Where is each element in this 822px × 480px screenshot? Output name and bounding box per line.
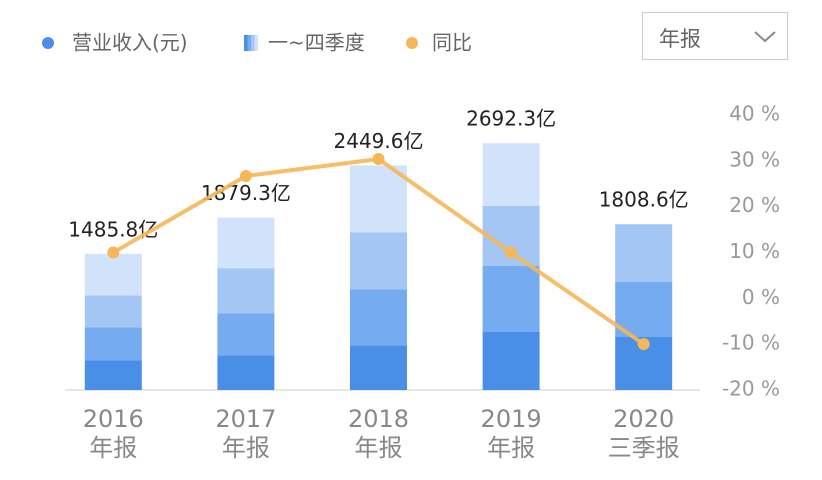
x-tick-label: 年报 [222,434,270,462]
bar-segment [615,282,673,338]
legend-label: 同比 [432,31,472,55]
y2-tick-label: 40 % [729,102,780,126]
bar-segment [217,313,275,356]
x-tick-label: 2016 [83,405,144,433]
legend-swatch [247,35,251,51]
x-tick-label: 年报 [89,434,137,462]
x-tick-label: 2019 [481,405,542,433]
line-point [107,246,120,259]
y2-tick-label: 10 % [729,239,780,263]
bar-segment [615,224,673,283]
legend-swatch [251,35,255,51]
legend-label: 一~四季度 [268,31,365,55]
y2-tick-label: 0 % [742,285,780,309]
data-label: 1485.8亿 [68,217,158,241]
legend-swatch [254,35,258,51]
data-label: 1808.6亿 [599,188,689,212]
line-point [505,246,518,259]
bar-segment [84,327,142,361]
x-tick-label: 2020 [613,405,674,433]
bar-segment [350,289,407,346]
x-tick-label: 年报 [487,434,535,462]
line-point [239,169,252,182]
bar-segment [350,232,407,290]
bar-segment [482,265,540,332]
bar-segment [84,253,142,296]
bar-segment [217,217,275,269]
bar-segment [350,345,407,390]
line-point [372,153,385,165]
data-label: 2692.3亿 [466,107,556,131]
y2-tick-label: -20 % [722,377,780,401]
legend-dot [406,37,418,49]
bar-segment [482,143,540,206]
legend-label: 营业收入(元) [72,31,188,55]
bar-segment [84,295,142,328]
line-point [637,338,650,351]
dropdown-label: 年报 [659,27,701,51]
data-label: 2449.6亿 [334,129,424,153]
x-tick-label: 年报 [355,434,403,462]
bar-segment [217,268,275,314]
x-tick-label: 三季报 [608,434,680,462]
legend-dot [42,37,54,49]
bar-segment [84,360,142,390]
y2-tick-label: 20 % [729,193,780,217]
period-dropdown[interactable]: 年报 [642,12,788,60]
legend-swatch [244,35,248,51]
bar-segment [217,355,275,390]
bar-segment [482,331,540,390]
bar-segment [350,165,407,233]
y2-tick-label: 30 % [729,147,780,171]
x-tick-label: 2018 [348,405,409,433]
x-tick-label: 2017 [215,405,276,433]
chevron [754,31,776,43]
y2-tick-label: -10 % [722,331,780,355]
